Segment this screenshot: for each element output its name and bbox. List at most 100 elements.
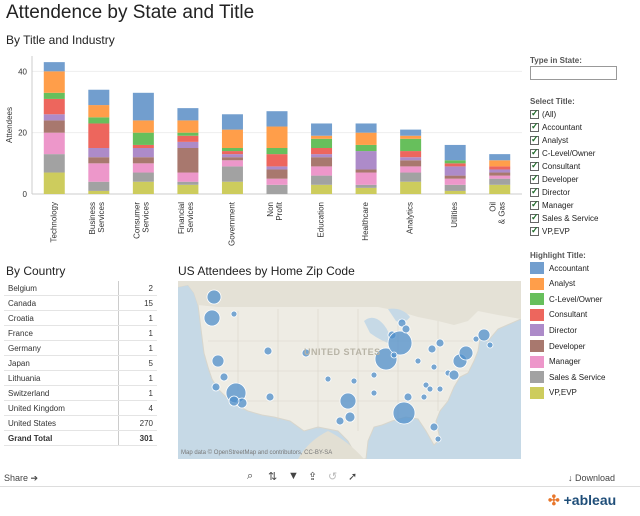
grand-total-row[interactable]: Grand Total 301 [4, 430, 157, 446]
bar-segment[interactable] [132, 132, 154, 145]
select-title-option[interactable]: Consultant [530, 160, 580, 172]
bar-segment[interactable] [132, 172, 154, 182]
bar-segment[interactable] [43, 172, 65, 194]
bar-segment[interactable] [400, 181, 422, 194]
bar-segment[interactable] [266, 154, 288, 167]
download-button[interactable]: ↓ Download [568, 473, 615, 483]
bar-segment[interactable] [400, 151, 422, 158]
bar-segment[interactable] [221, 129, 243, 148]
bar-segment[interactable] [444, 190, 466, 194]
highlight-legend-item[interactable]: Developer [530, 339, 585, 353]
zip-dot[interactable] [301, 348, 311, 358]
zip-dot[interactable] [350, 377, 358, 385]
checkbox-icon[interactable] [530, 173, 539, 184]
zip-dot[interactable] [211, 354, 225, 368]
bar-segment[interactable] [43, 154, 65, 173]
bar-segment[interactable] [221, 154, 243, 158]
country-row[interactable]: Germany 1 [4, 340, 157, 356]
bar-segment[interactable] [311, 123, 333, 136]
undo-icon[interactable]: ↺ [328, 471, 338, 483]
zip-dot[interactable] [486, 341, 494, 349]
zip-dot[interactable] [335, 416, 345, 426]
bar-segment[interactable] [355, 169, 377, 173]
zip-dot[interactable] [203, 309, 221, 327]
bar-segment[interactable] [221, 166, 243, 182]
export-icon[interactable]: ⇪ [308, 471, 318, 483]
zip-dot[interactable] [230, 310, 238, 318]
country-row[interactable]: Lithuania 1 [4, 370, 157, 386]
bar-segment[interactable] [400, 135, 422, 139]
bar-segment[interactable] [132, 163, 154, 173]
bar-segment[interactable] [88, 181, 110, 191]
bar-segment[interactable] [311, 148, 333, 155]
checkbox-icon[interactable] [530, 199, 539, 210]
bar-segment[interactable] [489, 169, 511, 173]
select-title-option[interactable]: Sales & Service [530, 212, 598, 224]
select-title-option[interactable]: (All) [530, 108, 556, 120]
bar-segment[interactable] [266, 166, 288, 170]
checkbox-icon[interactable] [530, 121, 539, 132]
zip-dot[interactable] [401, 324, 411, 334]
share-button[interactable]: Share ➔ [4, 473, 38, 484]
bar-segment[interactable] [88, 117, 110, 124]
bar-segment[interactable] [177, 108, 199, 121]
zip-dot[interactable] [324, 375, 332, 383]
highlight-legend-item[interactable]: Analyst [530, 277, 575, 291]
pointer-icon[interactable]: ➚ [348, 471, 358, 483]
bar-segment[interactable] [444, 178, 466, 185]
bar-segment[interactable] [311, 166, 333, 176]
select-title-option[interactable]: Director [530, 186, 570, 198]
zip-dot[interactable] [436, 385, 444, 393]
bar-segment[interactable] [177, 181, 199, 185]
checkbox-icon[interactable] [530, 160, 539, 171]
zip-dot[interactable] [219, 372, 229, 382]
zip-dot[interactable] [390, 351, 398, 359]
highlight-legend-item[interactable]: Accountant [530, 261, 589, 275]
select-title-option[interactable]: C-Level/Owner [530, 147, 595, 159]
bar-segment[interactable] [489, 175, 511, 179]
zip-dot[interactable] [472, 335, 480, 343]
bar-segment[interactable] [400, 172, 422, 182]
bar-segment[interactable] [444, 166, 466, 176]
bar-segment[interactable] [177, 132, 199, 136]
bar-segment[interactable] [311, 135, 333, 139]
zip-dot[interactable] [477, 328, 491, 342]
bar-segment[interactable] [355, 172, 377, 185]
bar-segment[interactable] [489, 154, 511, 161]
highlight-legend-item[interactable]: VP,EVP [530, 386, 577, 400]
bar-segment[interactable] [132, 181, 154, 194]
bar-segment[interactable] [489, 160, 511, 167]
bar-segment[interactable] [311, 157, 333, 167]
bar-segment[interactable] [177, 120, 199, 133]
bar-segment[interactable] [444, 163, 466, 167]
bar-segment[interactable] [177, 135, 199, 142]
bar-segment[interactable] [177, 172, 199, 182]
select-title-option[interactable]: Developer [530, 173, 578, 185]
bar-segment[interactable] [400, 138, 422, 152]
highlight-legend-item[interactable]: Director [530, 323, 577, 337]
find-icon[interactable]: ⌕ [247, 470, 254, 482]
zip-dot[interactable] [420, 393, 428, 401]
bar-segment[interactable] [266, 184, 288, 194]
bar-segment[interactable] [88, 105, 110, 118]
state-search-input[interactable] [530, 66, 617, 80]
zip-dot[interactable] [344, 411, 356, 423]
zip-dot[interactable] [429, 422, 439, 432]
bar-segment[interactable] [221, 181, 243, 194]
highlight-legend-item[interactable]: Manager [530, 355, 581, 369]
checkbox-icon[interactable] [530, 212, 539, 223]
zip-dot[interactable] [211, 382, 221, 392]
bar-segment[interactable] [88, 89, 110, 106]
bar-segment[interactable] [355, 184, 377, 188]
bar-segment[interactable] [132, 120, 154, 133]
country-row[interactable]: United Kingdom 4 [4, 400, 157, 416]
zip-dot[interactable] [265, 392, 275, 402]
bar-segment[interactable] [266, 126, 288, 148]
bar-segment[interactable] [43, 114, 65, 121]
zip-dot[interactable] [435, 338, 445, 348]
bar-segment[interactable] [221, 160, 243, 167]
bar-segment[interactable] [444, 144, 466, 161]
bar-segment[interactable] [221, 148, 243, 152]
country-row[interactable]: United States 270 [4, 415, 157, 431]
bar-segment[interactable] [400, 157, 422, 161]
